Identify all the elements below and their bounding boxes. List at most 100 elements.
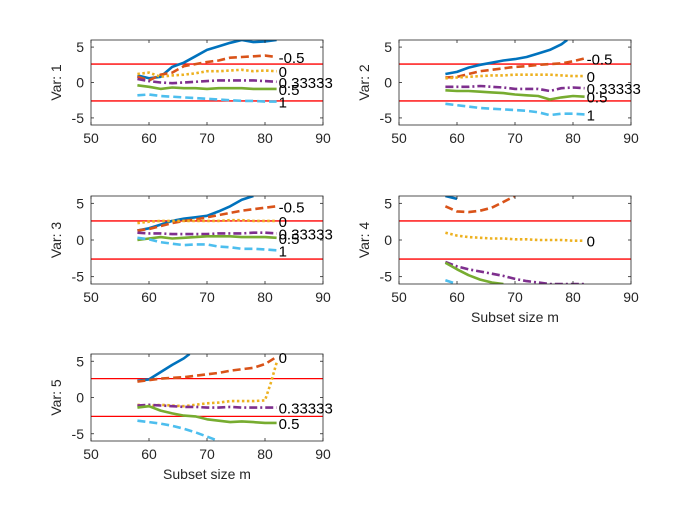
plot-area	[91, 196, 323, 284]
series-line-4	[137, 231, 277, 236]
y-tick-label: 5	[384, 39, 392, 55]
y-tick-label: 0	[76, 232, 84, 248]
y-axis-label: Var: 1	[48, 64, 64, 101]
series-line-1	[137, 40, 277, 80]
x-tick-label: 80	[257, 446, 273, 462]
y-tick-label: -5	[72, 426, 85, 442]
y-tick-label: 5	[76, 39, 84, 55]
series-line-6	[445, 279, 458, 284]
plot-data	[399, 196, 631, 284]
x-tick-label: 60	[141, 130, 157, 146]
y-axis-label: Var: 2	[356, 64, 372, 101]
series-line-3	[445, 231, 585, 242]
y-tick-label: -5	[380, 110, 393, 126]
x-tick-label: 50	[83, 446, 99, 462]
curve-label: 0	[279, 214, 287, 231]
x-axis-label: Subset size m	[163, 466, 251, 482]
plot-data	[91, 196, 323, 260]
y-axis-label: Var: 4	[356, 222, 372, 259]
series-line-3	[137, 68, 277, 79]
y-tick-label: 0	[76, 75, 84, 91]
x-tick-label: 50	[83, 289, 99, 305]
series-line-4	[137, 77, 277, 85]
plot-area	[399, 40, 631, 125]
x-tick-label: 80	[257, 289, 273, 305]
plot-data	[399, 40, 631, 117]
series-line-4	[444, 260, 585, 284]
curve-label: 0.33333	[279, 226, 333, 243]
curve-label: 0.5	[587, 90, 608, 107]
x-tick-label: 80	[565, 130, 581, 146]
curve-label: 0.5	[279, 82, 300, 99]
series-line-3	[137, 218, 277, 225]
panel-4: 50 60 70 80 90 -5 0 5 Var: 4 Subset size m 0	[356, 195, 639, 325]
x-tick-label: 50	[391, 130, 407, 146]
curve-label: -0.5	[279, 199, 305, 216]
x-tick-label: 60	[449, 130, 465, 146]
series-line-5	[445, 89, 585, 101]
curve-label: 0	[279, 64, 287, 81]
y-tick-label: -5	[380, 269, 393, 285]
curve-label: 0.5	[279, 416, 300, 433]
curve-label: 0.5	[279, 231, 300, 248]
y-tick-label: -5	[72, 269, 85, 285]
x-tick-label: 50	[391, 289, 407, 305]
curve-label: 1	[587, 107, 595, 124]
series-line-5	[137, 404, 277, 425]
y-axis-label: Var: 5	[48, 379, 64, 416]
curve-label: 0	[279, 350, 287, 367]
series-line-4	[445, 84, 585, 93]
series-line-4	[137, 403, 277, 409]
curve-label: 0	[587, 69, 595, 86]
y-tick-label: 0	[384, 75, 392, 91]
x-tick-label: 60	[141, 446, 157, 462]
x-tick-label: 70	[199, 130, 215, 146]
x-tick-label: 70	[507, 130, 523, 146]
series-line-3	[445, 73, 585, 80]
x-tick-label: 90	[315, 130, 331, 146]
x-tick-label: 70	[199, 289, 215, 305]
curve-label: 1	[279, 243, 287, 260]
curve-label: 0.33333	[587, 81, 641, 98]
panel-5: 50 60 70 80 90 -5 0 5 Var: 5 Subset size m 0 0.3333…	[48, 350, 333, 482]
x-axis-label: Subset size m	[471, 309, 559, 325]
series-line-2	[137, 54, 277, 82]
y-tick-label: 0	[76, 390, 84, 406]
series-line-1	[445, 196, 458, 201]
series-line-5	[137, 84, 277, 91]
x-tick-label: 90	[623, 289, 639, 305]
plot-area	[91, 40, 323, 125]
plot-area	[91, 354, 323, 441]
curve-label: 1	[279, 95, 287, 112]
x-tick-label: 80	[257, 130, 273, 146]
x-tick-label: 60	[449, 289, 465, 305]
y-tick-label: 5	[76, 195, 84, 211]
x-tick-label: 70	[507, 289, 523, 305]
y-tick-label: -5	[72, 110, 85, 126]
curve-label: 0.33333	[279, 401, 333, 418]
series-line-3	[137, 362, 278, 408]
series-line-2	[444, 196, 516, 214]
plot-data	[91, 40, 323, 103]
series-line-1	[445, 40, 568, 76]
x-tick-label: 70	[199, 446, 215, 462]
x-tick-label: 90	[623, 130, 639, 146]
series-line-5	[137, 235, 277, 242]
plot-data	[91, 354, 323, 441]
x-tick-label: 80	[565, 289, 581, 305]
y-tick-label: 5	[384, 195, 392, 211]
curve-label: -0.5	[279, 50, 305, 67]
x-tick-label: 90	[315, 446, 331, 462]
y-tick-label: 0	[384, 232, 392, 248]
y-tick-label: 5	[76, 353, 84, 369]
curve-label: 0	[587, 234, 595, 251]
x-tick-label: 50	[83, 130, 99, 146]
x-tick-label: 60	[141, 289, 157, 305]
series-line-5	[444, 261, 504, 284]
series-line-6	[137, 419, 220, 441]
curve-label: 0.33333	[279, 75, 333, 92]
